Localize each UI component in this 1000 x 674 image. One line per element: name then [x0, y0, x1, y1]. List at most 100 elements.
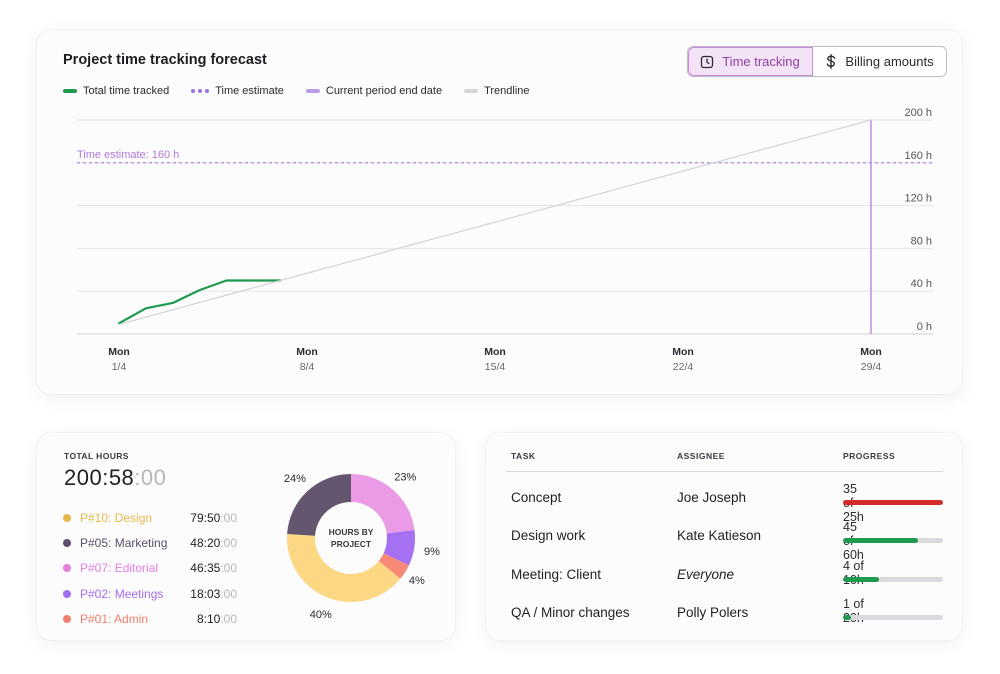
donut-center-label: HOURS BY — [329, 527, 374, 537]
project-name: P#07: Editorial — [80, 561, 159, 576]
project-row[interactable]: P#05: Marketing 48:20:00 — [63, 530, 237, 555]
forecast-chart: 200 h 160 h 120 h 80 h 40 h 0 h Mon 1/4 Mon 8/4 Mo… — [77, 107, 933, 373]
project-row[interactable]: P#02: Meetings 18:03:00 — [63, 581, 237, 606]
project-row[interactable]: P#01: Admin 8:10:00 — [63, 606, 237, 631]
donut-center-label: PROJECT — [331, 539, 372, 549]
project-time-value: 8:10 — [196, 611, 221, 626]
project-time: 79:50:00 — [190, 511, 237, 525]
task-assignee: Kate Katieson — [677, 528, 762, 544]
x-tick-date: 8/4 — [300, 361, 315, 373]
project-time-value: 18:03 — [190, 586, 221, 601]
time-tracking-tab[interactable]: Time tracking — [688, 47, 813, 76]
header-divider — [506, 471, 943, 472]
task-column-header[interactable]: TASK — [511, 451, 536, 461]
task-row[interactable]: QA / Minor changes Polly Polers 1 of 20h — [486, 595, 962, 633]
progress-fill — [843, 614, 851, 620]
task-assignee: Joe Joseph — [677, 490, 747, 505]
progress-bar — [843, 538, 943, 544]
task-assignee: Polly Polers — [677, 604, 749, 620]
chart-legend: Total time tracked Time estimate Current… — [63, 85, 530, 97]
project-time: 8:10:00 — [197, 612, 237, 626]
total-tracked-series[interactable] — [117, 279, 282, 325]
donut-slice-meetings[interactable] — [383, 529, 415, 566]
trendline-swatch — [464, 89, 479, 93]
progress-fill — [843, 500, 943, 505]
x-tick-day: Mon — [860, 346, 882, 358]
project-row[interactable]: P#07: Editorial 46:35:00 — [63, 556, 237, 581]
project-color-dot — [63, 564, 71, 573]
total-hours-value: 200:58:00 — [64, 465, 166, 491]
assignee-column-header[interactable]: ASSIGNEE — [677, 451, 725, 461]
legend-label: Trendline — [484, 85, 530, 97]
progress-text: 1 of 20h — [843, 596, 864, 625]
project-color-dot — [63, 538, 71, 547]
tasks-card: TASK ASSIGNEE PROGRESS Concept Joe Joseph… — [486, 433, 962, 640]
donut-percent-label: 4% — [409, 575, 425, 587]
progress-bar — [843, 576, 943, 582]
progress-column-header[interactable]: PROGRESS — [843, 451, 896, 461]
legend-item-period-end[interactable]: Current period end date — [305, 85, 442, 97]
donut-slice-marketing[interactable] — [287, 474, 351, 536]
project-name: P#01: Admin — [80, 611, 149, 626]
task-name: Design work — [511, 528, 586, 544]
project-time: 48:20:00 — [190, 536, 237, 550]
donut-percent-label: 23% — [394, 471, 416, 483]
project-time-value: 79:50 — [190, 510, 221, 525]
total-hours-card: TOTAL HOURS 200:58:00 P#10: Design 79:50:… — [37, 433, 455, 640]
y-tick-label: 80 h — [911, 235, 932, 247]
project-list: P#10: Design 79:50:00 P#05: Marketing 48:20… — [63, 505, 237, 631]
view-toggle: Time tracking Billing amounts — [687, 46, 947, 77]
task-name: QA / Minor changes — [511, 604, 630, 620]
total-hours-main: 200:58 — [64, 465, 135, 490]
donut-slice-admin[interactable] — [378, 553, 409, 579]
legend-item-time-estimate[interactable]: Time estimate — [191, 85, 284, 97]
billing-amounts-label: Billing amounts — [845, 54, 934, 69]
period-end-swatch — [305, 89, 320, 93]
task-name: Concept — [511, 490, 562, 505]
progress-bar — [843, 500, 943, 505]
billing-amounts-tab[interactable]: Billing amounts — [813, 47, 946, 76]
legend-item-trendline[interactable]: Trendline — [464, 85, 530, 97]
dollar-icon — [827, 54, 836, 69]
y-tick-label: 0 h — [917, 321, 932, 333]
total-tracked-swatch — [63, 89, 77, 93]
time-tracking-label: Time tracking — [722, 54, 800, 69]
project-name: P#10: Design — [80, 510, 153, 525]
y-tick-label: 40 h — [911, 278, 932, 290]
x-tick-date: 15/4 — [485, 361, 506, 373]
project-time-value: 46:35 — [190, 561, 221, 576]
trendline-series[interactable] — [118, 119, 872, 325]
legend-label: Time estimate — [215, 85, 284, 97]
legend-item-total-tracked[interactable]: Total time tracked — [63, 85, 169, 97]
y-tick-label: 120 h — [904, 193, 932, 205]
project-time-seconds: :00 — [220, 586, 237, 601]
x-tick-day: Mon — [296, 346, 318, 358]
task-row[interactable]: Meeting: Client Everyone 4 of 10h — [486, 557, 962, 595]
project-row[interactable]: P#10: Design 79:50:00 — [63, 505, 237, 530]
project-time-seconds: :00 — [220, 510, 237, 525]
project-time: 46:35:00 — [190, 561, 237, 575]
donut-slice-editorial[interactable] — [351, 474, 415, 534]
total-hours-seconds: :00 — [134, 465, 167, 490]
x-tick-day: Mon — [108, 346, 130, 358]
hours-by-project-donut: 23% 9% 4% 40% 24% HOURS BY PROJECT — [284, 471, 440, 621]
time-estimate-label: Time estimate: 160 h — [77, 149, 179, 161]
total-hours-label: TOTAL HOURS — [64, 451, 129, 461]
x-tick-date: 22/4 — [673, 361, 694, 373]
x-tick-day: Mon — [484, 346, 506, 358]
y-tick-label: 200 h — [904, 107, 932, 119]
donut-slice-design[interactable] — [287, 533, 401, 602]
x-tick-date: 1/4 — [112, 361, 127, 373]
task-assignee: Everyone — [677, 566, 735, 582]
donut-percent-label: 9% — [424, 546, 440, 558]
y-tick-label: 160 h — [904, 150, 932, 162]
progress-text: 4 of 10h — [843, 558, 864, 587]
project-time-seconds: :00 — [220, 535, 237, 550]
project-color-dot — [63, 513, 71, 522]
x-tick-date: 29/4 — [861, 361, 882, 373]
project-time-seconds: :00 — [220, 611, 237, 626]
chart-title: Project time tracking forecast — [63, 52, 267, 68]
forecast-card: Project time tracking forecast Time trac… — [37, 30, 962, 394]
